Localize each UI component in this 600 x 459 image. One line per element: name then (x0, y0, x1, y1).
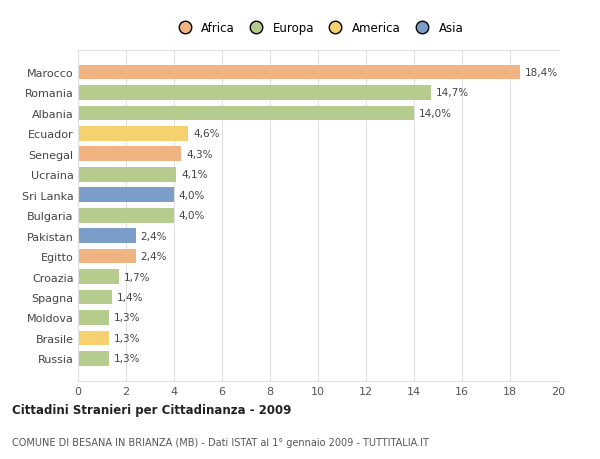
Text: 14,7%: 14,7% (436, 88, 469, 98)
Bar (78, 168, 176, 182)
Bar (78, 208, 174, 223)
Text: 4,6%: 4,6% (193, 129, 220, 139)
Bar (78, 310, 109, 325)
Text: 2,4%: 2,4% (140, 231, 167, 241)
Bar (78, 249, 136, 264)
Text: 1,7%: 1,7% (124, 272, 150, 282)
Bar (78, 147, 181, 162)
Text: 1,4%: 1,4% (116, 292, 143, 302)
Text: 4,0%: 4,0% (179, 190, 205, 200)
Text: Cittadini Stranieri per Cittadinanza - 2009: Cittadini Stranieri per Cittadinanza - 2… (12, 403, 292, 416)
Legend: Africa, Europa, America, Asia: Africa, Europa, America, Asia (170, 20, 466, 38)
Bar (78, 269, 119, 284)
Text: 2,4%: 2,4% (140, 252, 167, 262)
Bar (78, 127, 188, 141)
Text: 4,0%: 4,0% (179, 211, 205, 221)
Bar (78, 331, 109, 346)
Text: COMUNE DI BESANA IN BRIANZA (MB) - Dati ISTAT al 1° gennaio 2009 - TUTTITALIA.IT: COMUNE DI BESANA IN BRIANZA (MB) - Dati … (12, 437, 429, 447)
Bar (78, 188, 174, 203)
Bar (78, 290, 112, 305)
Bar (78, 66, 520, 80)
Text: 14,0%: 14,0% (419, 109, 452, 119)
Text: 18,4%: 18,4% (524, 68, 557, 78)
Text: 4,3%: 4,3% (186, 150, 212, 159)
Bar (78, 86, 431, 101)
Bar (78, 351, 109, 366)
Bar (78, 229, 136, 243)
Bar (78, 106, 414, 121)
Text: 1,3%: 1,3% (114, 313, 140, 323)
Text: 4,1%: 4,1% (181, 170, 208, 180)
Text: 1,3%: 1,3% (114, 333, 140, 343)
Text: 1,3%: 1,3% (114, 353, 140, 364)
